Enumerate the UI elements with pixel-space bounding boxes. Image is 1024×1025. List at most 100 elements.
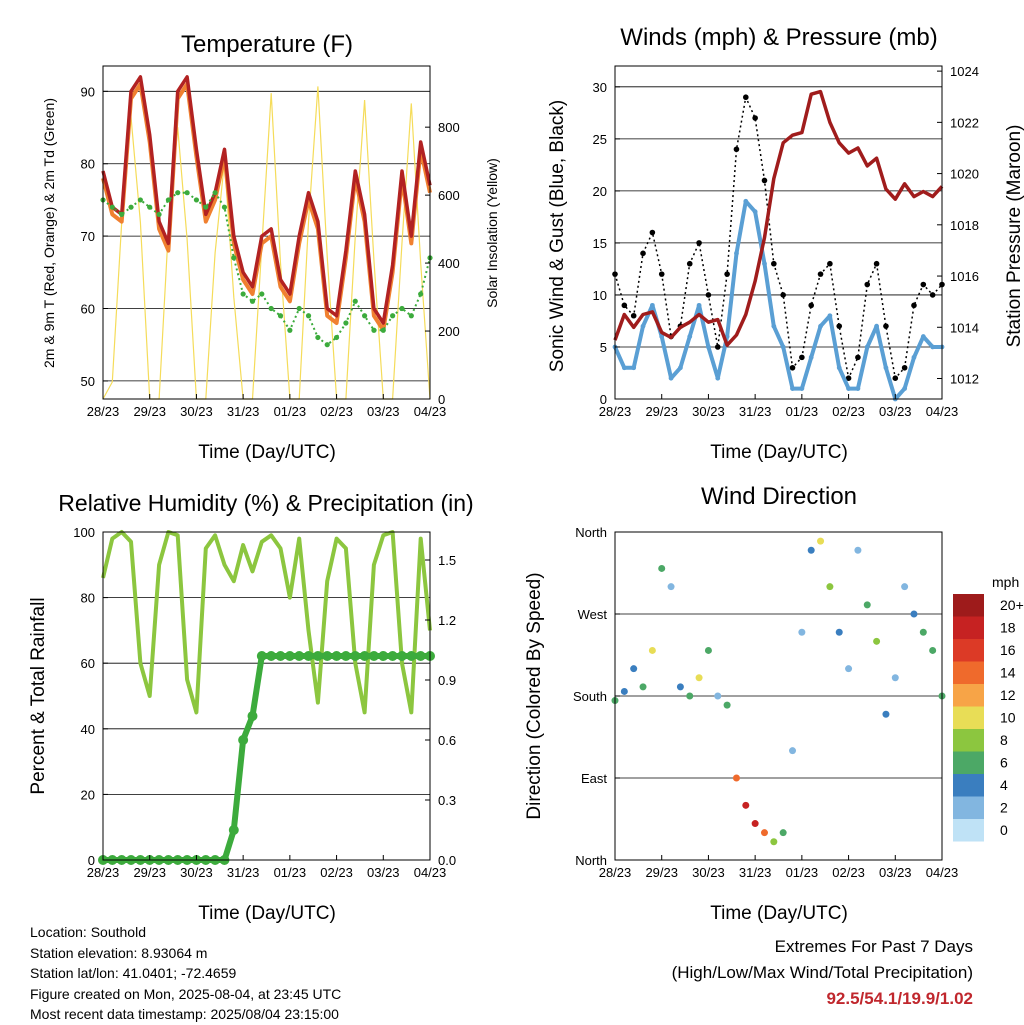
winds-left-ticks: 0 5 10 15 20 25 30	[593, 80, 620, 407]
direction-point	[929, 646, 937, 654]
dewpoint-point	[362, 313, 368, 319]
gust-point	[733, 146, 740, 153]
insolation-line	[102, 86, 431, 400]
wind-point	[930, 344, 936, 350]
x-tick-label: 31/23	[227, 865, 260, 880]
direction-title: Wind Direction	[701, 483, 857, 510]
wind-point	[621, 365, 627, 371]
gust-point	[883, 323, 889, 329]
direction-point	[686, 692, 694, 700]
direction-point	[676, 683, 684, 691]
y-tick-label: 70	[81, 229, 95, 244]
temperature-series	[100, 75, 433, 348]
wind-point	[762, 261, 767, 267]
y-tick-label: 30	[593, 80, 607, 95]
x-tick-label: 30/23	[692, 865, 725, 880]
y-tick-label: South	[573, 689, 607, 704]
y-tick-label: 0	[600, 392, 607, 407]
legend-label: 16	[1000, 642, 1016, 658]
y-tick-label: 15	[593, 236, 607, 251]
legend-swatch	[953, 684, 984, 707]
winds-title: Winds (mph) & Pressure (mb)	[620, 24, 937, 51]
precip-point	[322, 651, 333, 661]
y-tick-label: 90	[81, 84, 95, 99]
gust-point	[836, 323, 843, 329]
winds-xlabel: Time (Day/UTC)	[710, 442, 848, 463]
humidity-ylabel-left: Percent & Total Rainfall	[28, 597, 49, 794]
gust-point	[621, 302, 628, 309]
y-tick-label: 800	[438, 120, 460, 135]
wind-point	[874, 323, 879, 329]
temperature-title: Temperature (F)	[181, 31, 353, 58]
direction-point	[648, 646, 656, 654]
wind-point	[790, 386, 795, 391]
direction-point	[863, 601, 871, 609]
wind-point	[706, 344, 711, 350]
x-tick-label: 01/23	[786, 404, 819, 419]
insolation-series	[102, 86, 431, 400]
x-tick-label: 02/23	[320, 865, 353, 880]
legend-label: 20+	[1000, 597, 1024, 613]
direction-xlabel: Time (Day/UTC)	[710, 903, 848, 924]
y-tick-label: North	[575, 853, 607, 868]
direction-point	[891, 674, 899, 682]
gust-point	[808, 302, 814, 309]
wind-point	[668, 375, 674, 381]
station-location: Location: Southold	[30, 924, 146, 940]
gust-point	[640, 250, 646, 257]
y-tick-label: 1018	[950, 218, 979, 233]
humidity-panel: Relative Humidity (%) & Precipitation (i…	[28, 490, 474, 924]
y-tick-label: North	[575, 525, 607, 540]
station-info: Location: Southold Station elevation: 8.…	[30, 922, 341, 1025]
temperature-left-ticks: 50 60 70 80 90	[81, 84, 108, 389]
wind-point	[743, 198, 749, 204]
y-tick-label: 200	[438, 324, 460, 339]
direction-point	[695, 674, 703, 682]
y-tick-label: 1.5	[438, 553, 456, 568]
y-tick-label: 80	[81, 591, 95, 606]
y-tick-label: 10	[593, 288, 607, 303]
legend-swatch	[953, 819, 984, 842]
extremes-values: 92.5/54.1/19.9/1.02	[826, 989, 973, 1008]
precip-point	[228, 825, 239, 835]
direction-point	[798, 628, 806, 636]
x-tick-label: 30/23	[180, 865, 213, 880]
legend-label: 2	[1000, 800, 1008, 816]
dewpoint-point	[324, 342, 330, 348]
y-tick-label: 20	[81, 787, 95, 802]
legend-label: 10	[1000, 710, 1016, 726]
legend-label: 8	[1000, 732, 1008, 748]
legend-label: 0	[1000, 822, 1008, 838]
temperature-right-ticks: 0 200 400 600 800	[425, 120, 460, 407]
direction-point	[658, 564, 666, 572]
pressure-line	[613, 89, 944, 347]
legend-label: 14	[1000, 665, 1016, 681]
temperature-ylabel-right: Solar Insolation (Yellow)	[484, 158, 500, 308]
humidity-gridlines	[103, 531, 430, 861]
y-tick-label: 1014	[950, 320, 979, 335]
y-tick-label: 600	[438, 188, 460, 203]
direction-point	[826, 583, 834, 591]
extremes-title: Extremes For Past 7 Days	[774, 937, 973, 956]
direction-ylabel-left: Direction (Colored By Speed)	[524, 572, 545, 819]
gust-point	[649, 229, 656, 236]
temperature-ylabel-left: 2m & 9m T (Red, Orange) & 2m Td (Green)	[41, 98, 57, 368]
precip-point	[294, 651, 305, 661]
direction-point	[630, 665, 638, 673]
direction-point	[760, 829, 768, 837]
y-tick-label: 80	[81, 157, 95, 172]
wind-point	[696, 302, 702, 308]
x-tick-label: 04/23	[926, 865, 959, 880]
direction-point	[779, 829, 787, 837]
wind-point	[649, 302, 655, 308]
x-tick-label: 30/23	[180, 404, 213, 419]
x-tick-label: 03/23	[879, 865, 912, 880]
humidity-title: Relative Humidity (%) & Precipitation (i…	[58, 490, 473, 516]
x-tick-label: 28/23	[599, 865, 632, 880]
precip-point	[238, 735, 249, 745]
legend-label: 4	[1000, 777, 1008, 793]
y-tick-label: 0.3	[438, 793, 456, 808]
y-tick-label: 25	[593, 132, 607, 147]
direction-point	[807, 546, 815, 554]
winds-ylabel-left: Sonic Wind & Gust (Blue, Black)	[547, 100, 568, 372]
